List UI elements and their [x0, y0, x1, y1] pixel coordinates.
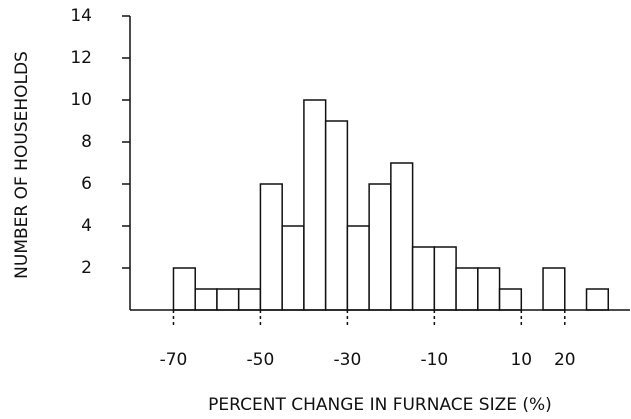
bar [216, 288, 240, 311]
bar [172, 267, 196, 311]
x-tick-label: -10 [420, 350, 448, 370]
x-tick-label: 10 [510, 350, 532, 370]
x-tick-label: 20 [554, 350, 576, 370]
y-tick-label: 12 [70, 48, 92, 68]
x-tick-label: -50 [247, 350, 275, 370]
y-axis-label: NUMBER OF HOUSEHOLDS [12, 51, 32, 279]
bar [455, 267, 479, 311]
x-tick-label: -70 [160, 350, 188, 370]
y-tick-label: 4 [81, 216, 92, 236]
bar [368, 183, 392, 311]
bar [281, 225, 305, 311]
bar [259, 183, 283, 311]
bar [585, 288, 610, 311]
x-axis-label: PERCENT CHANGE IN FURNACE SIZE (%) [208, 395, 552, 415]
x-tick-label: -30 [334, 350, 362, 370]
y-tick-label: 10 [70, 90, 92, 110]
bar [411, 246, 436, 311]
y-tick-label: 14 [70, 6, 92, 26]
bar [433, 246, 457, 311]
bar [194, 288, 218, 311]
y-tick-label: 6 [81, 174, 92, 194]
bar [477, 267, 501, 311]
bar [390, 162, 414, 311]
bar [542, 267, 566, 311]
bar [498, 288, 523, 311]
y-tick-label: 8 [81, 132, 92, 152]
bar [303, 99, 327, 311]
y-tick-label: 2 [81, 258, 92, 278]
bar [346, 225, 370, 311]
bar [324, 120, 349, 311]
bar [237, 288, 262, 311]
